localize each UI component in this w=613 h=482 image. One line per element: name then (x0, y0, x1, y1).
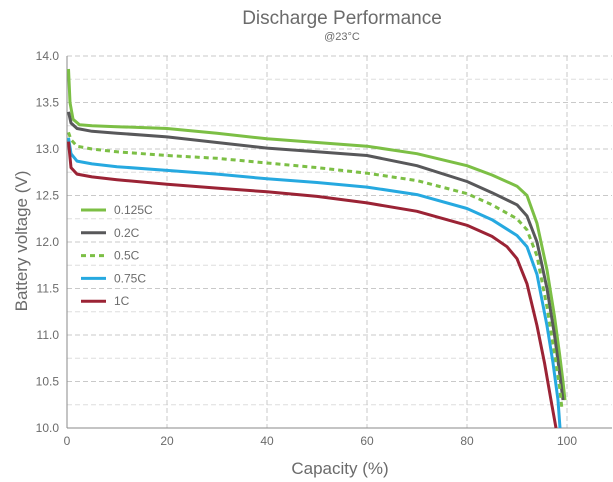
series-line (67, 131, 564, 410)
legend-label: 0.75C (114, 271, 146, 285)
x-tick-label: 100 (557, 434, 577, 448)
y-tick-label: 10.0 (36, 421, 60, 435)
y-tick-label: 11.0 (37, 328, 60, 342)
series-lines (67, 68, 567, 429)
series-line (67, 141, 558, 429)
series-line (67, 68, 567, 401)
axes: 10.0 10.5 11.0 11.5 12.0 12.5 13.0 13.5 14.0 0 20 4… (36, 49, 612, 448)
y-tick-label: 13.0 (36, 142, 60, 156)
grid-lines (67, 55, 612, 429)
series-line (67, 111, 565, 401)
y-axis-label: Battery voltage (V) (12, 171, 31, 312)
legend-label: 0.5C (114, 249, 140, 263)
chart-subtitle: @23°C (324, 31, 360, 43)
legend-label: 1C (114, 294, 130, 308)
y-tick-label: 12.0 (36, 235, 60, 249)
y-tick-label: 11.5 (37, 282, 60, 296)
y-tick-label: 12.5 (36, 189, 60, 203)
x-tick-label: 40 (260, 434, 274, 448)
x-tick-label: 20 (160, 434, 174, 448)
legend-label: 0.2C (114, 226, 140, 240)
y-tick-label: 10.5 (36, 375, 60, 389)
legend: 0.125C 0.2C 0.5C 0.75C 1C (81, 203, 153, 308)
x-tick-label: 80 (460, 434, 474, 448)
x-tick-label: 60 (360, 434, 374, 448)
series-line (67, 137, 562, 429)
chart-title: Discharge Performance (242, 8, 442, 29)
y-tick-label: 13.5 (36, 96, 60, 110)
legend-label: 0.125C (114, 203, 153, 217)
x-axis-label: Capacity (%) (291, 459, 388, 478)
y-tick-label: 14.0 (36, 49, 60, 63)
x-tick-label: 0 (64, 434, 71, 448)
